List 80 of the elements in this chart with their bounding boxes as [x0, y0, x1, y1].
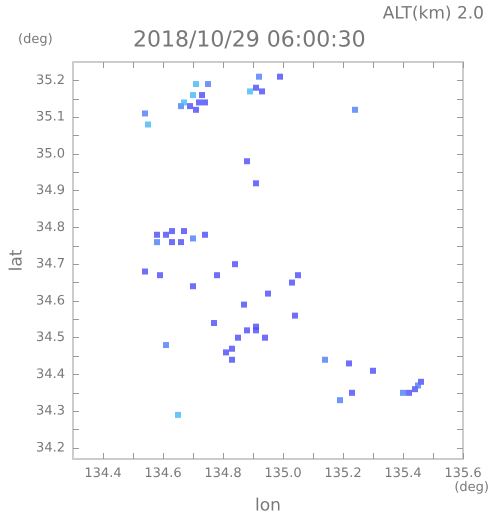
y-tick-label: 35.2 — [36, 72, 65, 88]
point — [190, 283, 196, 290]
point — [157, 272, 163, 278]
y-tick-label: 34.9 — [36, 183, 65, 198]
point — [142, 268, 148, 275]
point — [406, 390, 412, 396]
chart-subtitle: ALT(km) 2.0 — [382, 4, 484, 24]
x-tick-label: 134.8 — [204, 466, 242, 481]
text: (deg) — [454, 480, 490, 495]
point — [142, 110, 148, 116]
point — [202, 232, 208, 238]
point — [241, 302, 247, 308]
point — [370, 368, 376, 374]
point — [163, 342, 169, 348]
point — [322, 356, 328, 363]
point — [178, 239, 184, 246]
y-tick-label: 34.8 — [36, 220, 65, 235]
x-tick-label: 135.2 — [324, 466, 362, 481]
y-tick-label: 35.0 — [36, 146, 65, 162]
point — [163, 232, 169, 238]
point — [337, 397, 343, 404]
point — [244, 158, 250, 164]
point — [259, 88, 265, 94]
chart-title: 2018/10/29 06:00:30 — [133, 28, 366, 52]
point — [190, 92, 196, 98]
point — [190, 235, 196, 242]
point — [229, 356, 235, 363]
point — [154, 232, 160, 238]
point — [199, 92, 205, 98]
point — [253, 180, 259, 186]
point — [196, 99, 202, 106]
point — [223, 349, 229, 356]
x-tick-label: 134.4 — [84, 466, 122, 481]
point — [169, 228, 175, 234]
y-tick-label: 34.5 — [36, 330, 65, 346]
y-axis-title: lat — [6, 249, 26, 272]
point — [205, 81, 211, 88]
point — [346, 360, 352, 366]
point — [295, 272, 301, 278]
y-tick-label: 34.7 — [36, 256, 65, 272]
point — [193, 81, 199, 88]
point — [253, 84, 259, 91]
point — [244, 327, 250, 334]
point — [154, 239, 160, 246]
y-tick-label: 34.6 — [36, 293, 65, 308]
point — [187, 103, 193, 110]
point — [181, 99, 187, 106]
point — [415, 382, 421, 388]
x-axis-title: lon — [255, 496, 281, 516]
point — [181, 228, 187, 234]
y-tick-label: 34.4 — [36, 366, 65, 382]
point — [265, 290, 271, 297]
point — [232, 261, 238, 268]
y-tick-label: 34.2 — [36, 440, 65, 456]
point — [229, 346, 235, 352]
point — [256, 74, 262, 80]
point — [349, 390, 355, 396]
x-tick-label: 135.6 — [444, 466, 482, 481]
point — [400, 390, 406, 396]
text: (deg) — [18, 32, 53, 47]
y-tick-label: 35.1 — [36, 110, 65, 125]
point — [193, 106, 199, 113]
point — [145, 121, 151, 128]
point — [214, 272, 220, 278]
point — [277, 74, 283, 80]
point — [262, 334, 268, 341]
point — [211, 320, 217, 326]
x-tick-label: 135.4 — [384, 466, 422, 481]
point — [253, 327, 259, 334]
point — [292, 312, 298, 319]
point — [235, 334, 241, 341]
y-tick-label: 34.3 — [36, 404, 65, 419]
point — [202, 99, 208, 106]
point — [352, 106, 358, 113]
point — [247, 88, 253, 94]
point — [169, 239, 175, 246]
x-tick-label: 134.6 — [144, 466, 182, 481]
point — [289, 280, 295, 286]
x-tick-label: 135.0 — [264, 466, 302, 481]
point — [175, 412, 181, 418]
